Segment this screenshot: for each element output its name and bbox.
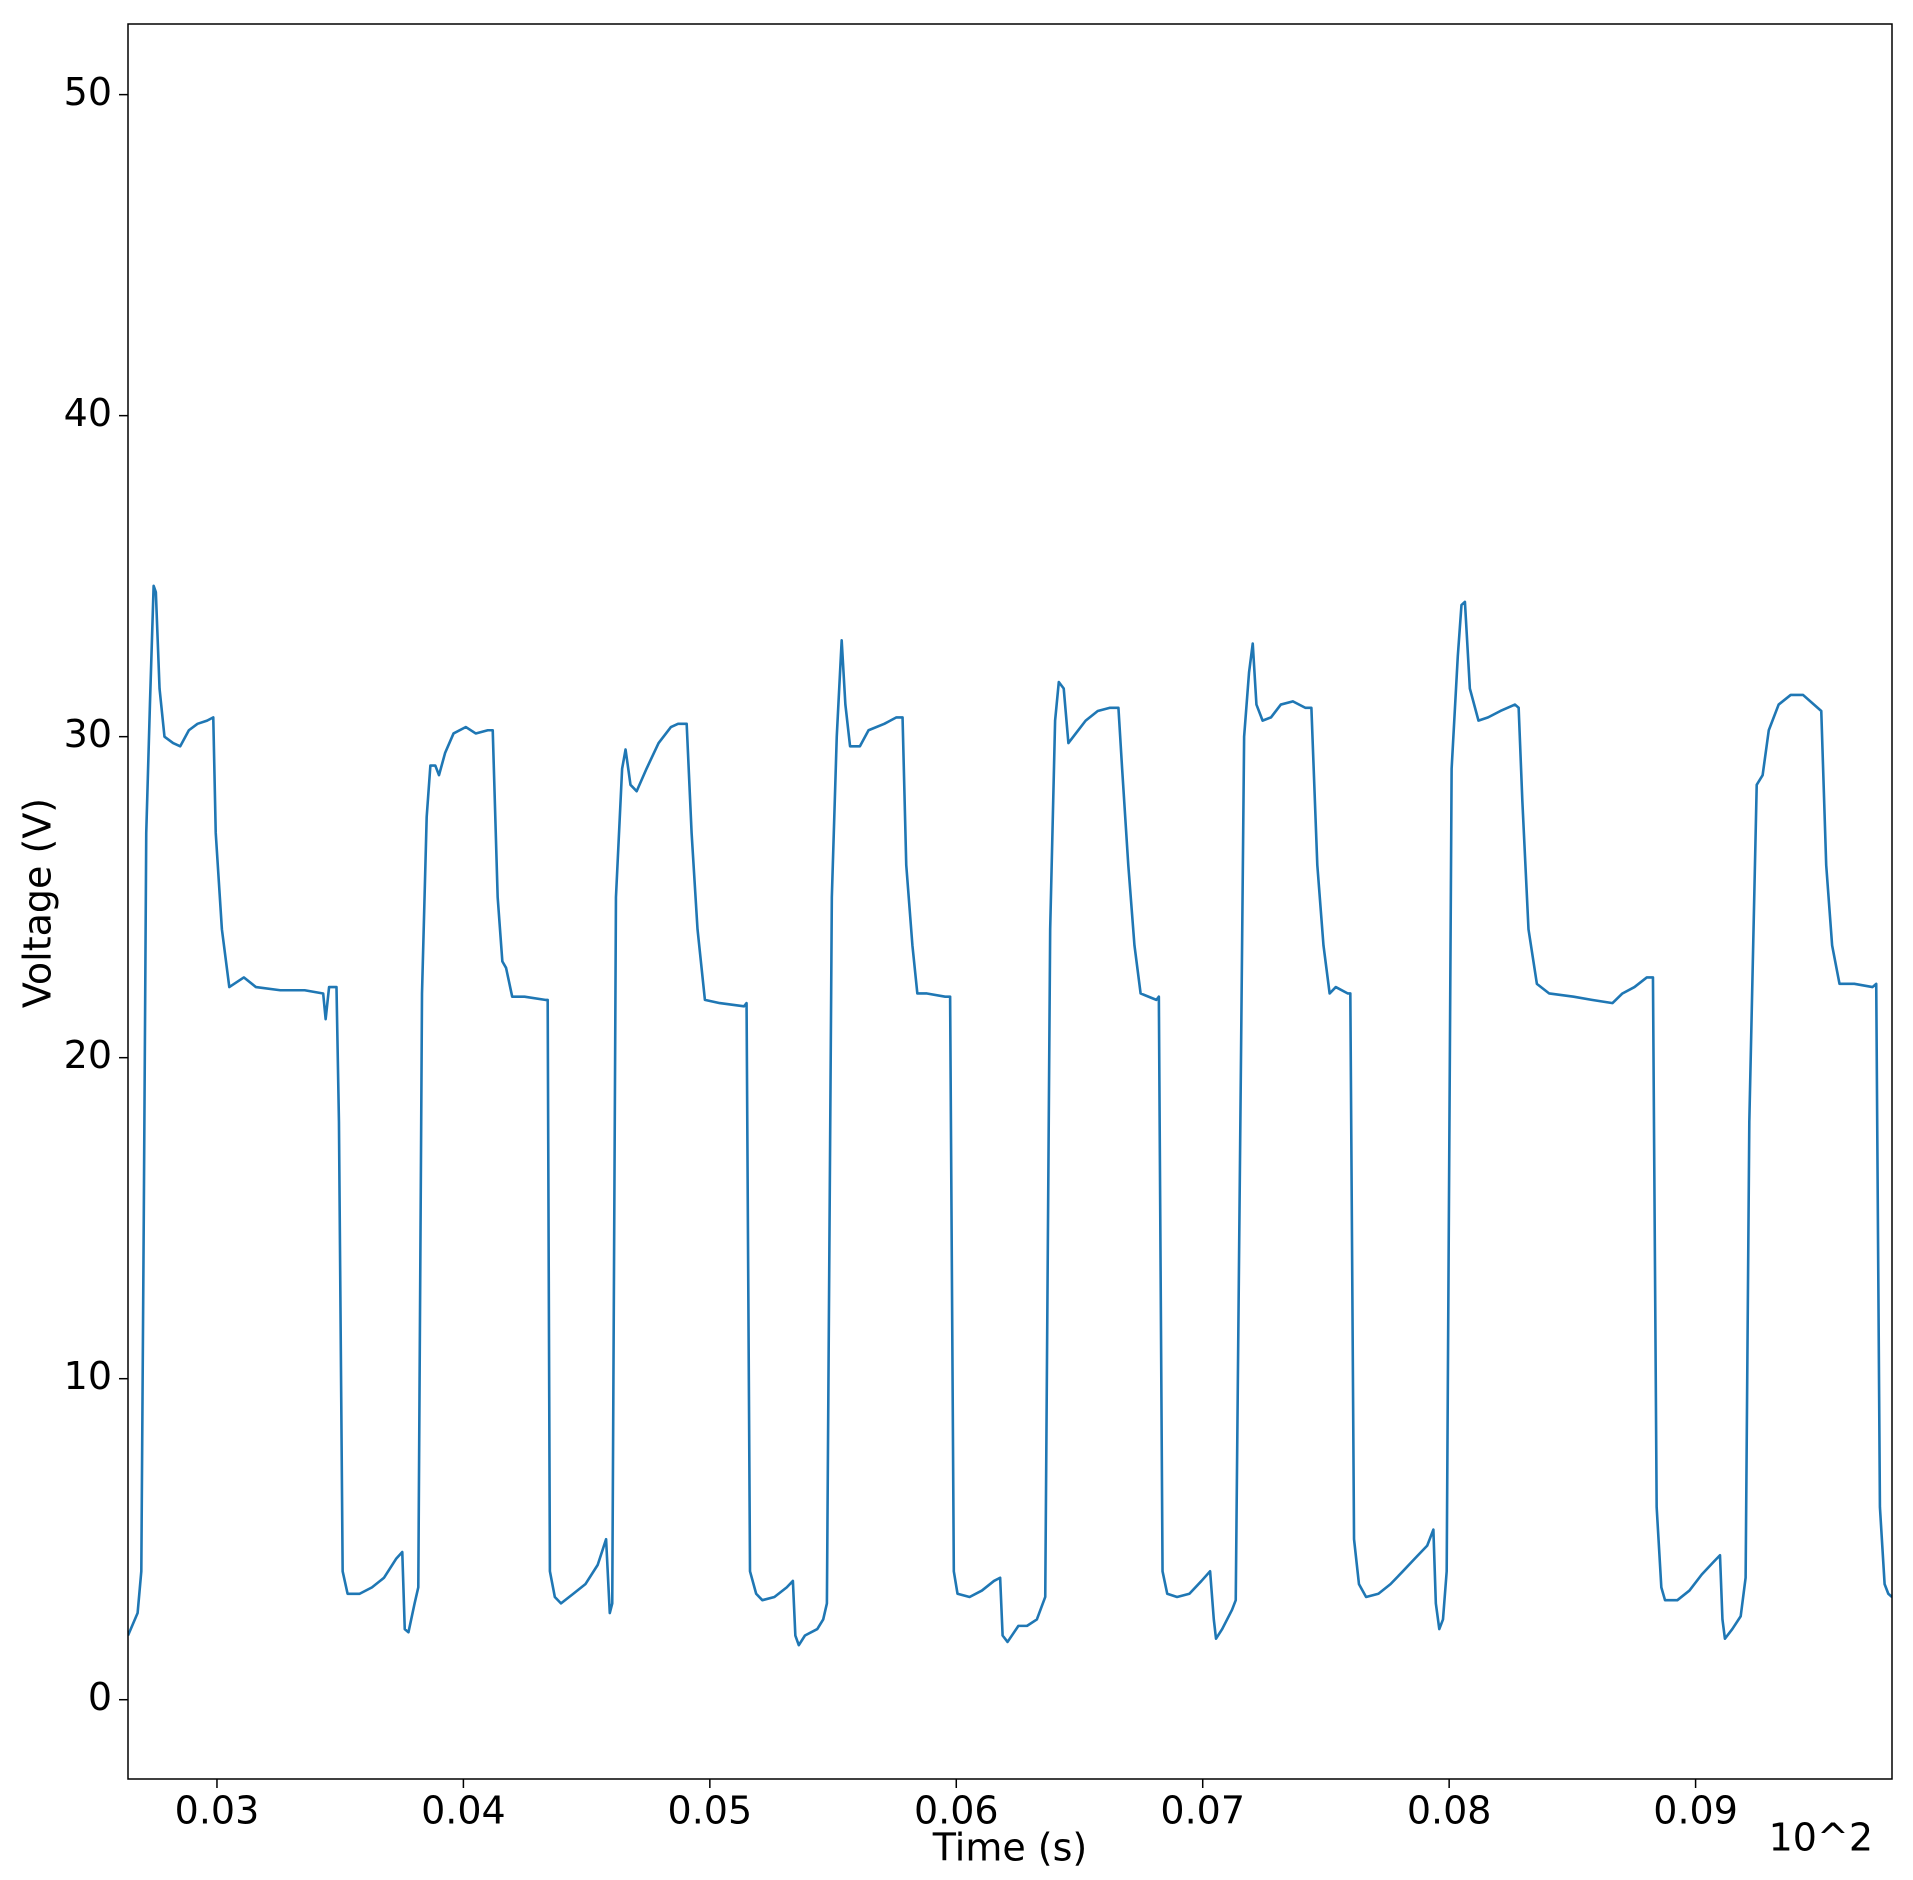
x-offset-label: 10^2 — [1769, 1816, 1873, 1860]
y-tick-label: 30 — [64, 712, 112, 756]
y-axis-label: Voltage (V) — [16, 798, 60, 1008]
x-tick-label: 0.08 — [1407, 1789, 1492, 1833]
line-series — [128, 584, 1892, 1647]
x-tick-label: 0.05 — [668, 1789, 753, 1833]
y-tick-label: 40 — [64, 391, 112, 435]
y-tick-label: 10 — [64, 1354, 112, 1398]
plot-frame — [127, 23, 1893, 1780]
y-tick-label: 50 — [64, 70, 112, 114]
y-tick-label: 20 — [64, 1033, 112, 1077]
x-tick-label: 0.09 — [1653, 1789, 1738, 1833]
x-axis-label: Time (s) — [932, 1826, 1088, 1870]
x-tick-label: 0.03 — [175, 1789, 260, 1833]
x-tick-label: 0.04 — [421, 1789, 506, 1833]
x-tick-label: 0.06 — [914, 1789, 999, 1833]
y-tick-label: 0 — [88, 1675, 112, 1719]
x-tick-label: 0.07 — [1160, 1789, 1245, 1833]
